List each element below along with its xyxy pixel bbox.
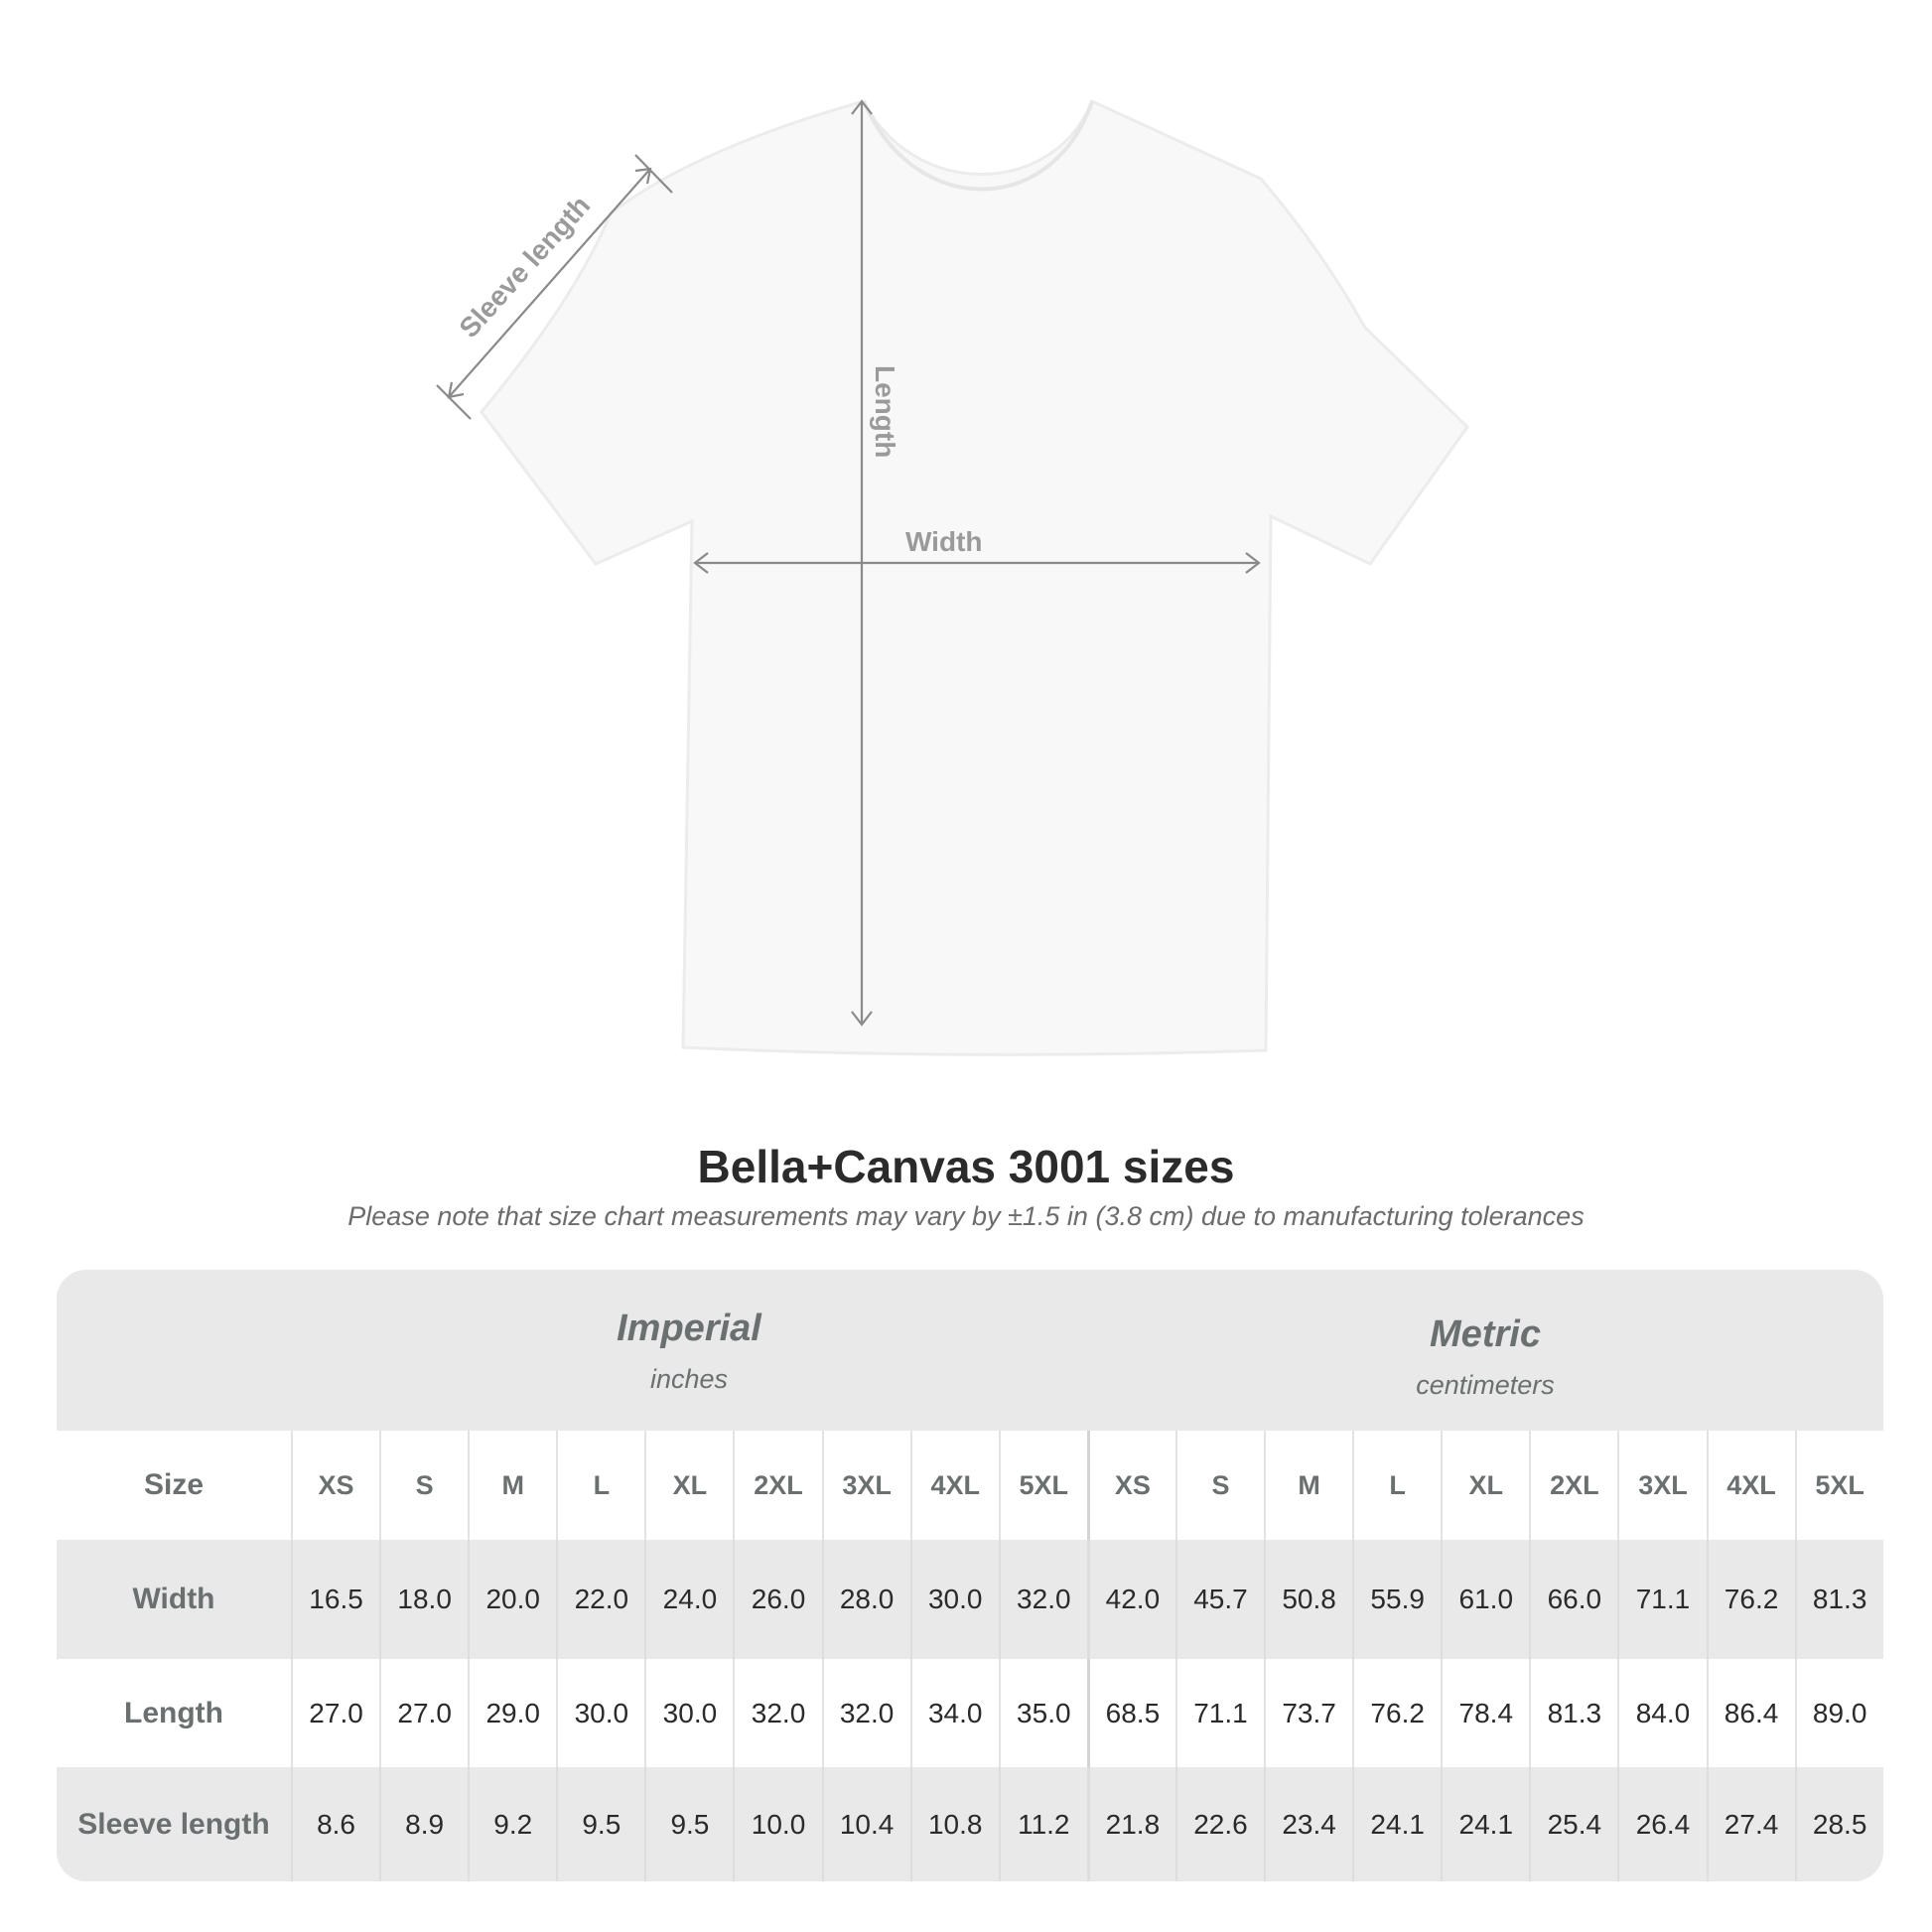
unit-header: Imperial inches Metric centimeters [57,1270,1883,1431]
tshirt-diagram: Sleeve length Length Width [436,98,1469,1056]
table-cell: 30.0 [909,1540,999,1659]
table-cell: 22.0 [556,1540,644,1659]
table-cell: 30.0 [556,1659,644,1767]
width-label: Width [905,526,983,557]
size-header: 3XL [821,1431,910,1540]
table-cell: 28.0 [821,1540,910,1659]
size-header: 5XL [1794,1431,1883,1540]
table-cell: 89.0 [1794,1659,1883,1767]
size-header: M [1264,1431,1352,1540]
size-header: 2XL [733,1431,821,1540]
table-cell: 26.0 [733,1540,821,1659]
tolerance-note: Please note that size chart measurements… [347,1201,1585,1231]
size-header: L [1352,1431,1441,1540]
table-cell: 81.3 [1794,1540,1883,1659]
table-cell: 78.4 [1441,1659,1529,1767]
tshirt-collar [862,100,1094,192]
table-row: Length 27.0 27.0 29.0 30.0 30.0 32.0 32.0 34.0 35… [57,1659,1883,1767]
table-cell: 42.0 [1086,1540,1175,1659]
table-row: Sleeve length 8.6 8.9 9.2 9.5 9.5 10.0 10.4 10.8… [57,1767,1883,1881]
table-cell: 10.0 [733,1767,821,1881]
size-header: 2XL [1529,1431,1617,1540]
table-cell: 34.0 [909,1659,999,1767]
metric-unit: centimeters [1416,1370,1555,1400]
table-cell: 9.5 [644,1767,733,1881]
size-header: 5XL [998,1431,1087,1540]
table-cell: 76.2 [1352,1659,1441,1767]
table-cell: 71.1 [1174,1659,1264,1767]
imperial-unit: inches [649,1364,729,1394]
table-cell: 73.7 [1264,1659,1352,1767]
table-cell: 76.2 [1706,1540,1795,1659]
metric-title: Metric [1430,1313,1541,1355]
table-cell: 24.1 [1352,1767,1441,1881]
table-cell: 9.2 [468,1767,556,1881]
size-header: S [379,1431,468,1540]
table-cell: 66.0 [1529,1540,1617,1659]
table-cell: 11.2 [998,1767,1087,1881]
imperial-title: Imperial [617,1308,761,1349]
length-label: Length [870,365,900,458]
table-cell: 27.0 [379,1659,468,1767]
metric-header: Metric centimeters [1087,1313,1883,1401]
table-cell: 8.6 [291,1767,379,1881]
size-header: XL [1441,1431,1529,1540]
size-header: 4XL [909,1431,999,1540]
size-header: L [556,1431,644,1540]
size-header: XS [1086,1431,1175,1540]
table-cell: 26.4 [1617,1767,1706,1881]
table-cell: 10.4 [821,1767,910,1881]
table-cell: 10.8 [909,1767,999,1881]
size-header: M [468,1431,556,1540]
table-cell: 81.3 [1529,1659,1617,1767]
table-cell: 30.0 [644,1659,733,1767]
row-label: Length [124,1696,223,1729]
size-header: 3XL [1617,1431,1706,1540]
table-cell: 20.0 [468,1540,556,1659]
table-cell: 32.0 [733,1659,821,1767]
table-cell: 9.5 [556,1767,644,1881]
table-cell: 61.0 [1441,1540,1529,1659]
row-label: Sleeve length [77,1807,270,1841]
table-cell: 35.0 [998,1659,1087,1767]
table-cell: 23.4 [1264,1767,1352,1881]
table-cell: 22.6 [1174,1767,1264,1881]
table-cell: 24.1 [1441,1767,1529,1881]
size-header: 4XL [1706,1431,1795,1540]
size-header: XS [291,1431,379,1540]
table-cell: 50.8 [1264,1540,1352,1659]
size-table: Imperial inches Metric centimeters Size X… [57,1270,1883,1881]
table-cell: 84.0 [1617,1659,1706,1767]
table-cell: 71.1 [1617,1540,1706,1659]
table-cell: 27.4 [1706,1767,1795,1881]
table-cell: 45.7 [1174,1540,1264,1659]
table-cell: 86.4 [1706,1659,1795,1767]
row-label: Width [132,1583,215,1615]
table-cell: 68.5 [1086,1659,1175,1767]
table-cell: 29.0 [468,1659,556,1767]
row-label: Size [143,1468,205,1501]
imperial-header: Imperial inches [291,1308,1087,1395]
table-row: Width 16.5 18.0 20.0 22.0 24.0 26.0 28.0 30.0 32.… [57,1540,1883,1659]
table-cell: 25.4 [1529,1767,1617,1881]
table-cell: 21.8 [1086,1767,1175,1881]
table-cell: 8.9 [379,1767,468,1881]
table-cell: 28.5 [1794,1767,1883,1881]
table-cell: 18.0 [379,1540,468,1659]
table-cell: 16.5 [291,1540,379,1659]
table-cell: 32.0 [821,1659,910,1767]
size-header: XL [644,1431,733,1540]
table-cell: 32.0 [998,1540,1087,1659]
tshirt-shape [480,98,1469,1056]
size-header: S [1174,1431,1264,1540]
table-cell: 27.0 [291,1659,379,1767]
chart-title: Bella+Canvas 3001 sizes [697,1141,1235,1192]
table-cell: 55.9 [1352,1540,1441,1659]
measurement-arrows [436,99,1261,1027]
table-cell: 24.0 [644,1540,733,1659]
size-header-row: Size XS S M L XL 2XL 3XL 4XL 5XL XS S M L XL 2XL 3XL 4XL 5… [57,1431,1883,1540]
